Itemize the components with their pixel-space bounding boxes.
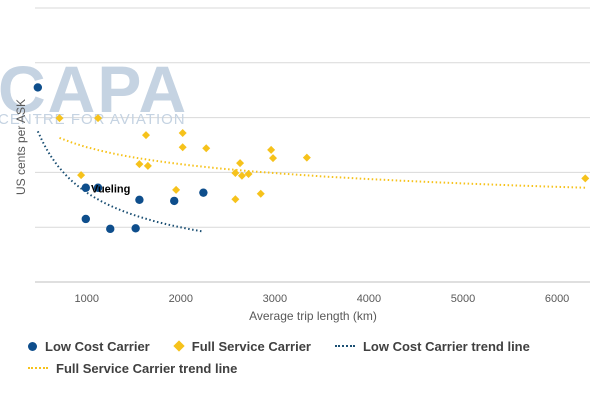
legend-item-lcc-trend: Low Cost Carrier trend line	[334, 338, 530, 354]
watermark-subtitle: CENTRE FOR AVIATION	[0, 111, 186, 128]
y-axis-title: US cents per ASK	[14, 99, 28, 195]
legend-row-2: Full Service Carrier trend line	[28, 358, 588, 378]
fsc-point	[143, 161, 152, 170]
x-tick-label: 1000	[74, 293, 98, 305]
watermark-logo: CAPA	[0, 52, 188, 126]
trend-line	[36, 130, 204, 233]
lcc-point	[81, 183, 90, 192]
legend-label-fsc-trend: Full Service Carrier trend line	[56, 360, 238, 376]
fsc-point	[231, 168, 240, 177]
legend-item-lcc: Low Cost Carrier	[28, 339, 150, 354]
fsc-point	[178, 143, 187, 152]
lcc-point	[170, 196, 179, 206]
fsc-point	[135, 160, 144, 169]
capa-watermark: CAPA CENTRE FOR AVIATION	[0, 52, 188, 128]
legend-item-fsc: Full Service Carrier	[173, 338, 311, 354]
x-tick-label: 4000	[357, 293, 381, 305]
data-points	[33, 83, 590, 234]
chart-legend: Low Cost Carrier Full Service Carrier Lo…	[28, 336, 588, 380]
diamond-marker-icon	[173, 340, 185, 352]
fsc-point	[77, 171, 86, 180]
lcc-point	[199, 188, 208, 197]
lcc-point	[81, 214, 90, 224]
gridlines	[35, 7, 590, 283]
fsc-point	[55, 114, 64, 123]
legend-label-fsc: Full Service Carrier	[191, 338, 311, 354]
dotted-line-icon	[28, 367, 48, 369]
trend-lines	[36, 130, 586, 233]
point-labels: Vueling	[91, 184, 130, 196]
fsc-point	[581, 174, 590, 183]
fsc-point	[94, 114, 103, 123]
fsc-point	[231, 195, 240, 204]
x-tick-label: 5000	[451, 293, 475, 305]
fsc-point	[142, 131, 150, 140]
fsc-point	[236, 159, 245, 168]
fsc-point	[268, 154, 277, 163]
circle-marker-icon	[28, 341, 37, 351]
fsc-point	[178, 128, 187, 137]
fsc-point	[256, 189, 265, 198]
fsc-point	[244, 170, 253, 179]
x-tick-label: 6000	[545, 293, 569, 305]
dotted-line-icon	[334, 345, 355, 347]
x-axis-ticks: 1000 2000 3000 4000 5000 6000	[74, 293, 569, 305]
point-label-vueling: Vueling	[91, 184, 130, 196]
lcc-point	[33, 83, 43, 92]
fsc-point	[172, 185, 181, 194]
lcc-point	[106, 224, 115, 234]
lcc-point	[135, 195, 144, 204]
x-tick-label: 3000	[263, 293, 287, 305]
lcc-point	[131, 224, 140, 233]
legend-label-lcc-trend: Low Cost Carrier trend line	[362, 338, 530, 354]
x-tick-label: 2000	[169, 293, 193, 305]
legend-row-1: Low Cost Carrier Full Service Carrier Lo…	[28, 336, 588, 356]
fsc-point	[202, 144, 211, 153]
fsc-point	[267, 145, 276, 154]
x-axis-title: Average trip length (km)	[249, 309, 377, 323]
lcc-point	[93, 183, 103, 192]
legend-label-lcc: Low Cost Carrier	[45, 338, 150, 354]
legend-item-fsc-trend: Full Service Carrier trend line	[28, 361, 237, 376]
fsc-point	[237, 171, 246, 180]
fsc-point	[302, 153, 311, 162]
